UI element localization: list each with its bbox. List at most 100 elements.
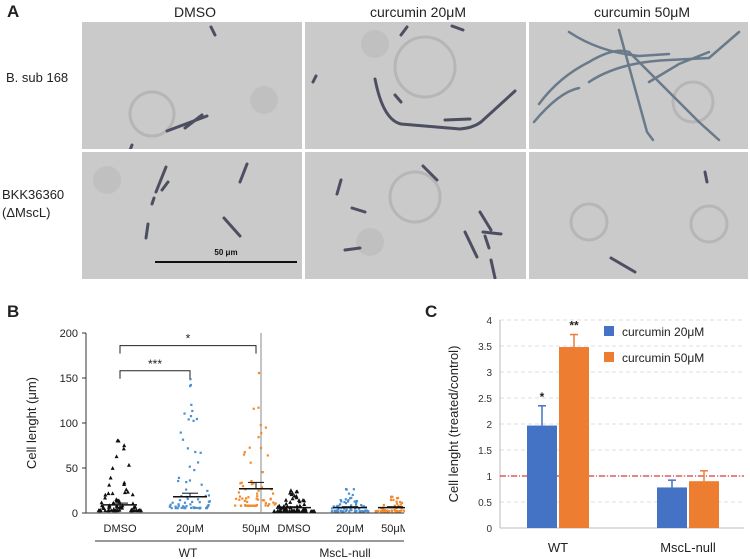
data-point [292, 508, 297, 513]
data-point [391, 495, 394, 498]
data-point [395, 500, 398, 503]
data-point [188, 479, 192, 482]
data-point [264, 504, 267, 507]
data-point [396, 496, 400, 500]
data-point [295, 489, 300, 494]
data-point [122, 490, 127, 495]
scale-bar-label: 50 μm [214, 248, 238, 257]
data-point [244, 497, 248, 500]
data-point [335, 505, 339, 508]
data-point [399, 503, 403, 506]
y-tick-label: 2.5 [478, 394, 492, 405]
data-point [248, 446, 251, 449]
data-point [303, 506, 308, 511]
data-point [348, 510, 351, 513]
x-tick-label: 50μM [242, 523, 270, 535]
data-point [257, 406, 260, 409]
data-point [361, 510, 365, 513]
data-point [197, 506, 200, 510]
data-point [268, 503, 271, 506]
data-point [255, 497, 258, 500]
data-point [350, 496, 353, 500]
data-point [292, 493, 297, 498]
data-point [192, 419, 195, 422]
data-point [382, 509, 385, 512]
data-point [191, 409, 194, 413]
panel-a-letter: A [7, 2, 20, 21]
data-point [337, 504, 340, 507]
data-point [250, 480, 253, 483]
data-point [332, 505, 335, 508]
significance-label: ** [569, 319, 579, 333]
data-point [107, 504, 112, 509]
data-point [284, 501, 289, 506]
significance-bracket [119, 345, 257, 354]
data-point [257, 489, 260, 492]
scale-bar [155, 261, 297, 263]
legend-label: curcumin 20μM [622, 325, 704, 339]
data-point [353, 510, 357, 513]
data-point [347, 499, 350, 502]
data-point [103, 508, 108, 513]
data-point [193, 468, 196, 472]
data-point [174, 507, 177, 510]
data-point [204, 494, 207, 498]
data-point [252, 482, 255, 485]
micrograph-mscl-dmso-image [93, 162, 249, 240]
data-point [348, 497, 352, 500]
micrograph-wt-curcumin-20 [305, 22, 526, 149]
data-point [255, 492, 259, 495]
data-point [303, 509, 308, 513]
data-point [110, 466, 115, 470]
data-point [189, 384, 192, 388]
data-point [266, 504, 270, 507]
data-point [196, 461, 200, 464]
micrograph-mscl-curcumin-50-image [569, 170, 729, 274]
y-axis-title: Cell lenght (μm) [24, 377, 39, 469]
data-point [206, 505, 209, 508]
data-point [256, 495, 259, 498]
y-tick-label: 200 [60, 328, 78, 340]
data-point [345, 509, 348, 513]
data-point [300, 508, 305, 513]
data-point [302, 502, 307, 506]
row-label-mscl-line2: (ΔMscL) [2, 205, 51, 220]
data-point [185, 488, 188, 491]
data-point [260, 432, 263, 435]
data-point [207, 503, 210, 507]
x-category-label: MscL-null [660, 540, 716, 555]
data-point [288, 488, 293, 493]
data-point [237, 491, 240, 494]
data-point [259, 423, 262, 427]
data-point [240, 481, 243, 484]
data-point [278, 509, 283, 513]
data-point [340, 510, 343, 513]
data-point [352, 488, 355, 491]
data-point [344, 498, 347, 501]
row-label-mscl-line1: BKK36360 [2, 187, 65, 202]
data-point [190, 506, 193, 510]
data-point [103, 492, 108, 497]
y-axis-title: Cell lenght (treated/control) [446, 346, 461, 503]
row-label-wt: B. sub 168 [6, 69, 68, 87]
data-point [353, 500, 356, 503]
data-point [251, 504, 254, 507]
y-tick-label: 0 [486, 524, 492, 535]
data-point [397, 504, 400, 507]
x-tick-label: DMSO [278, 523, 311, 535]
data-point [390, 510, 394, 513]
y-tick-label: 100 [60, 418, 78, 430]
data-point [181, 505, 185, 508]
y-tick-label: 4 [486, 316, 492, 327]
data-point [266, 454, 269, 457]
data-point [116, 498, 121, 503]
data-point [377, 509, 380, 512]
group-label-mscl: MscL-null [319, 546, 370, 559]
data-point [177, 476, 181, 480]
data-point [392, 498, 395, 502]
data-point [402, 509, 405, 512]
data-point [185, 480, 188, 484]
data-point [398, 510, 401, 513]
data-point [337, 507, 340, 510]
data-point [206, 489, 209, 492]
